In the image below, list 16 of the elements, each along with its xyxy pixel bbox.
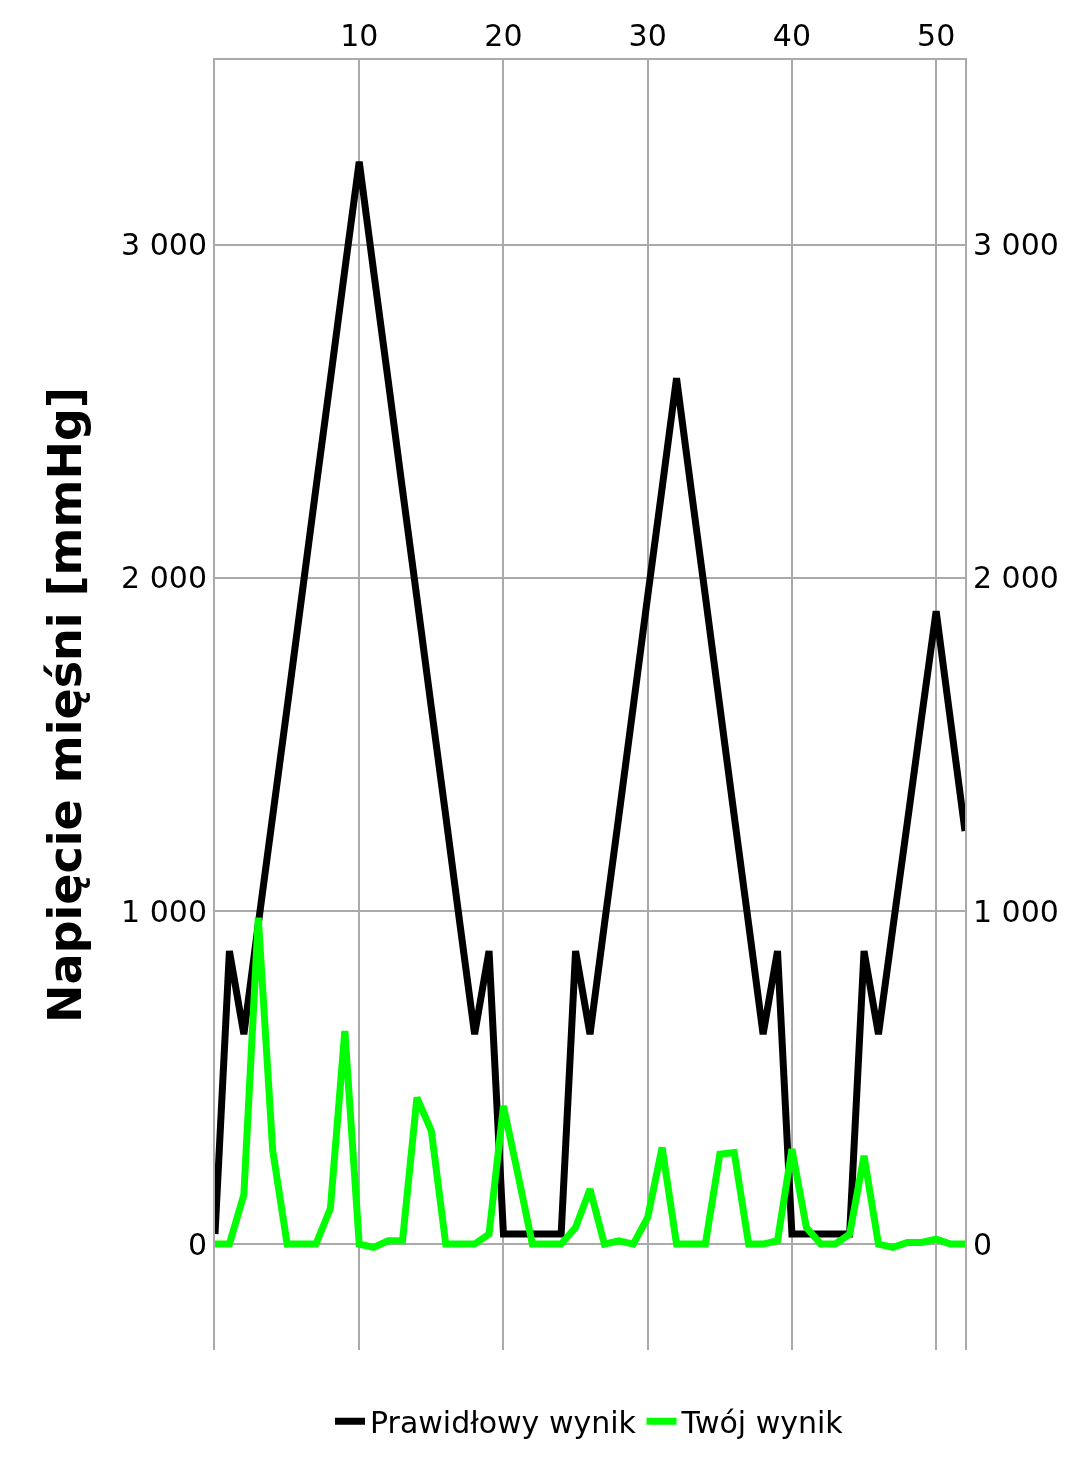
y-tick-label: 2 000 [121,560,207,596]
x-tick-label: 30 [628,18,667,53]
y-tick-label: 3 000 [121,227,207,263]
x-tick-label: 20 [484,18,523,53]
y2-tick-label: 0 [973,1226,993,1262]
x-tick-label: 40 [772,18,812,53]
legend-label: Prawidłowy wynik [370,1404,637,1440]
y2-tick-label: 2 000 [973,560,1059,596]
y-tick-label: 1 000 [121,893,207,929]
y2-tick-label: 3 000 [973,227,1059,263]
x-tick-label: 10 [340,18,379,53]
y2-tick-label: 1 000 [973,893,1059,929]
y-tick-label: 0 [187,1226,207,1262]
y-axis-title: Napięcie mięśni [mmHg] [38,387,93,1023]
legend-label: Twój wynik [680,1404,844,1440]
x-tick-label: 50 [917,18,956,53]
